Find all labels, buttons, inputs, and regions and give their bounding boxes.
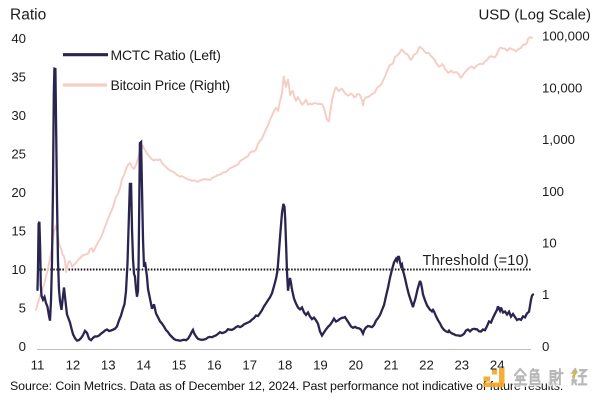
svg-text:16: 16	[207, 358, 222, 373]
svg-text:17: 17	[242, 358, 257, 373]
svg-text:19: 19	[313, 358, 328, 373]
svg-text:Bitcoin Price (Right): Bitcoin Price (Right)	[111, 77, 231, 93]
svg-text:1: 1	[542, 287, 549, 302]
svg-text:1,000: 1,000	[542, 132, 575, 147]
svg-text:100,000: 100,000	[542, 29, 590, 44]
svg-text:Ratio: Ratio	[10, 7, 46, 24]
svg-text:23: 23	[454, 358, 469, 373]
svg-text:40: 40	[11, 31, 26, 46]
svg-text:12: 12	[66, 358, 81, 373]
svg-text:35: 35	[11, 69, 26, 84]
svg-text:MCTC Ratio (Left): MCTC Ratio (Left)	[111, 47, 221, 63]
svg-text:20: 20	[11, 185, 26, 200]
svg-text:10: 10	[542, 236, 557, 251]
svg-text:100: 100	[542, 184, 564, 199]
svg-text:30: 30	[11, 108, 26, 123]
svg-text:21: 21	[384, 358, 399, 373]
svg-text:11: 11	[31, 358, 45, 373]
svg-text:14: 14	[136, 358, 151, 373]
svg-text:15: 15	[11, 223, 26, 238]
svg-text:10,000: 10,000	[542, 80, 582, 95]
svg-text:15: 15	[172, 358, 187, 373]
svg-text:Source: Coin Metrics. Data as: Source: Coin Metrics. Data as of Decembe…	[10, 379, 563, 393]
svg-text:13: 13	[101, 358, 116, 373]
svg-text:10: 10	[11, 262, 26, 277]
svg-text:5: 5	[19, 300, 26, 315]
svg-text:18: 18	[278, 358, 293, 373]
svg-text:Threshold (=10): Threshold (=10)	[422, 253, 529, 269]
svg-text:20: 20	[348, 358, 363, 373]
svg-text:USD (Log Scale): USD (Log Scale)	[478, 7, 591, 24]
svg-text:25: 25	[11, 146, 26, 161]
svg-text:0: 0	[542, 339, 549, 354]
svg-text:22: 22	[419, 358, 434, 373]
svg-text:0: 0	[19, 339, 26, 354]
